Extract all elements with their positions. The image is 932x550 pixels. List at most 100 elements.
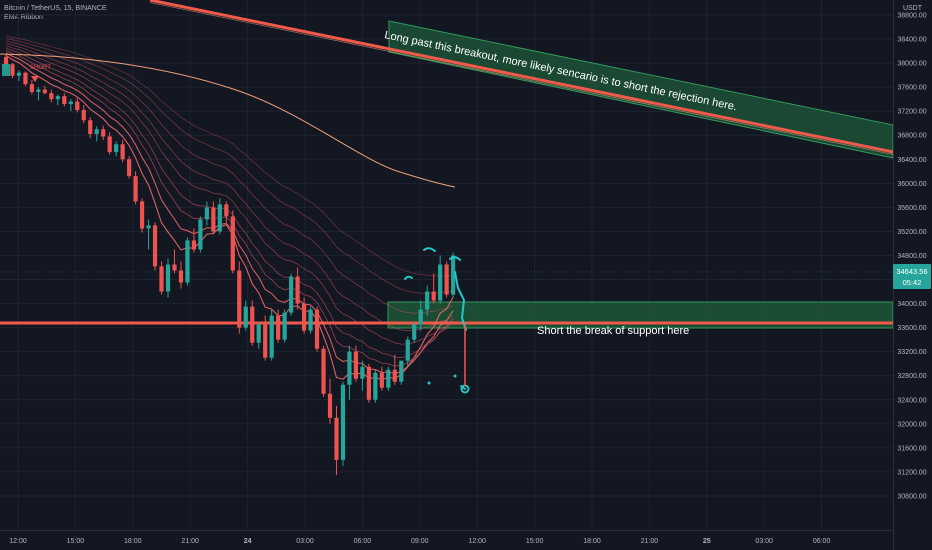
candle-body: [412, 324, 417, 340]
candle-body: [165, 264, 171, 292]
candle-body: [444, 264, 449, 295]
candle: [386, 366, 391, 391]
candle-body: [75, 101, 80, 110]
time-tick-label: 03:00: [755, 538, 773, 545]
candle: [139, 198, 145, 233]
candle-body: [217, 204, 222, 232]
drawing-dot: [427, 381, 431, 385]
candlesticks: [3, 54, 456, 475]
ema-ribbon-line: [5, 52, 454, 375]
candle-body: [198, 219, 203, 250]
time-tick-label: 12:00: [468, 538, 486, 545]
candle: [120, 140, 125, 163]
candle: [114, 141, 119, 157]
chart-title: Bitcoin / TetherUS, 15, BINANCE: [4, 5, 107, 12]
candle-body: [185, 240, 190, 283]
candle-body: [3, 57, 9, 65]
candle: [392, 354, 397, 385]
candle: [250, 300, 255, 346]
time-tick-label: 18:00: [583, 538, 601, 545]
ema-ribbon-line: [5, 35, 454, 277]
candle-body: [392, 369, 397, 382]
candle-body: [451, 255, 456, 295]
ema-ribbon-line: [5, 40, 454, 314]
candle-body: [133, 176, 138, 202]
time-tick-label: 24: [244, 538, 252, 545]
candle-body: [295, 276, 300, 304]
rejection-zone: [388, 20, 893, 159]
candle-body: [230, 216, 235, 271]
candle-body: [360, 366, 365, 379]
price-tick-label: 33600.00: [897, 325, 926, 332]
candle-body: [36, 89, 41, 92]
candle-body: [314, 309, 320, 349]
candle: [81, 105, 86, 124]
price-tick-label: 32800.00: [897, 373, 926, 380]
price-tick-label: 36800.00: [897, 133, 926, 140]
candle: [301, 297, 307, 334]
candle-body: [379, 372, 384, 388]
candle-body: [224, 204, 229, 217]
ema-ribbon-line: [5, 45, 454, 345]
price-tick-label: 37200.00: [897, 109, 926, 116]
candle-body: [191, 240, 197, 250]
indicator-label[interactable]: EMA Ribbon: [4, 14, 43, 21]
price-tick-label: 30800.00: [897, 493, 926, 500]
price-tick-label: 31600.00: [897, 445, 926, 452]
candle: [185, 237, 190, 286]
chart-grid: [0, 0, 893, 530]
candle: [353, 345, 359, 382]
candle: [366, 363, 371, 403]
candle-body: [438, 264, 443, 301]
candle-body: [256, 324, 261, 343]
time-tick-label: 03:00: [296, 538, 314, 545]
candle-body: [55, 96, 60, 100]
candle-body: [114, 144, 119, 153]
candle-body: [237, 270, 242, 328]
time-tick-label: 21:00: [641, 538, 659, 545]
candle: [399, 360, 404, 385]
ema-ribbon: [5, 35, 454, 381]
ema-ribbon-line: [5, 50, 454, 367]
currency-unit: USDT: [902, 5, 922, 12]
candle: [438, 255, 443, 304]
current-price-label: 34643.56 05:42: [893, 264, 931, 289]
candle: [263, 315, 268, 361]
candle-body: [418, 309, 423, 325]
price-tick-label: 38000.00: [897, 61, 926, 68]
candle: [217, 198, 222, 235]
candle: [425, 285, 430, 316]
candle-body: [269, 315, 274, 358]
price-tick-label: 32000.00: [897, 421, 926, 428]
candle-body: [250, 306, 255, 343]
candle-body: [16, 72, 22, 76]
price-axis: 30800.00 31200.00 31600.00 32000.00 32400.00…: [897, 13, 926, 501]
price-tick-label: 36400.00: [897, 157, 926, 164]
candle-body: [23, 72, 28, 85]
candle-body: [127, 159, 132, 177]
signal-bar: [2, 64, 10, 76]
candle: [412, 321, 417, 343]
candle-body: [62, 96, 67, 104]
descending-trendline: [149, 0, 893, 154]
time-tick-label: 06:00: [354, 538, 372, 545]
candle-body: [366, 366, 371, 400]
candle: [55, 94, 60, 106]
candle: [62, 93, 67, 107]
time-tick-label: 18:00: [124, 538, 142, 545]
candle-body: [204, 207, 209, 220]
candle: [327, 378, 333, 424]
candle: [23, 71, 28, 86]
candle-body: [211, 207, 216, 232]
candle: [178, 261, 184, 289]
candle: [146, 219, 151, 250]
candle: [347, 345, 352, 400]
candle: [224, 201, 229, 223]
ema-ribbon-line: [5, 42, 454, 331]
support-annotation: Short the break of support here: [537, 325, 689, 337]
bar-countdown: 05:42: [903, 278, 922, 287]
candle-body: [431, 291, 436, 301]
candle-body: [308, 309, 313, 331]
candle: [68, 99, 73, 112]
